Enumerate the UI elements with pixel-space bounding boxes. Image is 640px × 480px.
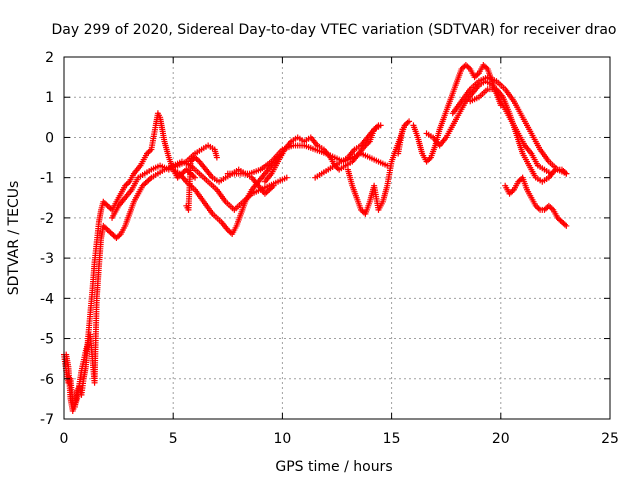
series-track-3: [109, 142, 220, 221]
chart-title: Day 299 of 2020, Sidereal Day-to-day VTE…: [51, 22, 616, 38]
series-track-2: [63, 158, 290, 414]
data-point: [406, 118, 413, 125]
y-tick-label: -1: [40, 171, 54, 187]
data-point: [563, 170, 570, 177]
y-tick-label: 2: [45, 50, 54, 66]
series-track-1: [61, 110, 199, 410]
y-tick-label: -3: [40, 251, 54, 267]
y-tick-label: -5: [40, 332, 54, 348]
y-tick-label: -7: [40, 412, 54, 428]
series-track-4: [170, 150, 286, 237]
x-tick-label: 0: [60, 431, 69, 447]
series-track-14: [502, 174, 570, 229]
y-axis-label: SDTVAR / TECUs: [6, 181, 22, 296]
x-tick-label: 5: [169, 431, 178, 447]
data-point: [377, 122, 384, 129]
data-point: [270, 182, 277, 189]
data-point: [399, 126, 406, 133]
x-axis-label: GPS time / hours: [275, 459, 392, 475]
y-tick-label: -2: [40, 211, 54, 227]
data-point: [213, 154, 220, 161]
series-track-12: [449, 74, 570, 177]
y-tick-label: -4: [40, 291, 54, 307]
y-tick-label: -6: [40, 372, 54, 388]
series-track-13: [467, 86, 570, 185]
x-tick-label: 20: [492, 431, 510, 447]
series-track-8: [312, 122, 384, 181]
series-track-9: [344, 118, 413, 217]
x-tick-label: 15: [383, 431, 401, 447]
data-point: [192, 174, 199, 181]
plot-frame: [63, 56, 611, 420]
grid: [64, 57, 610, 419]
x-tick-label: 10: [273, 431, 291, 447]
x-tick-label: 25: [601, 431, 619, 447]
y-tick-label: 0: [45, 130, 54, 146]
series-track-5: [183, 154, 277, 213]
data-point: [283, 174, 290, 181]
y-tick-label: 1: [45, 90, 54, 106]
data-points: [61, 62, 570, 414]
axis-ticks: 0 5 10 15 20 25 -7 -6 -5 -4 -3 -2 -1 0 1 2: [40, 50, 619, 447]
data-point: [563, 222, 570, 229]
